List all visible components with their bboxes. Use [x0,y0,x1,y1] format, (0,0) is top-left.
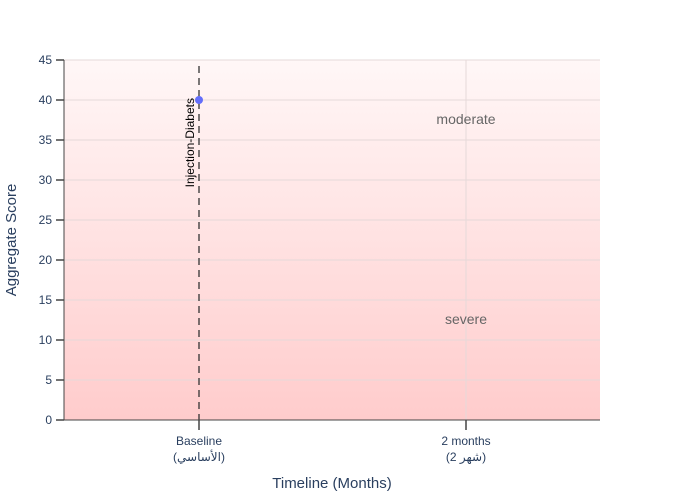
y-tick-label: 20 [39,253,53,267]
y-tick-label: 35 [39,133,53,147]
data-points [195,96,203,104]
annotation-label: moderate [436,111,495,127]
annotation-label-vertical: Injection-Diabets [183,98,197,187]
axes-layer [56,59,600,430]
data-point [195,96,203,104]
y-tick-label: 10 [39,333,53,347]
annotation-label: severe [445,311,487,327]
y-tick-label: 0 [45,413,52,427]
grid-layer [64,59,600,381]
x-tick-label-line: Baseline [176,434,222,448]
x-tick-label-line: (شهر 2) [446,450,486,465]
x-axis-title: Timeline (Months) [272,475,391,492]
y-tick-label: 15 [39,293,53,307]
x-tick-label: 2 months (شهر 2) [441,434,490,465]
x-tick-label-line: (الأساسي) [173,449,225,464]
x-tick-labels: Baseline (الأساسي) 2 months (شهر 2) [173,434,491,465]
y-tick-label: 5 [45,373,52,387]
y-tick-label: 30 [39,173,53,187]
x-tick-label-line: 2 months [441,434,490,448]
y-axis-title: Aggregate Score [3,184,20,297]
y-tick-label: 25 [39,213,53,227]
annotations: Injection-Diabets moderate severe [183,98,496,327]
y-tick-labels: 0 5 10 15 20 25 30 35 40 45 [39,53,53,427]
x-tick-label: Baseline (الأساسي) [173,434,225,464]
plot-background [64,60,600,420]
y-tick-label: 45 [39,53,53,67]
y-tick-label: 40 [39,93,53,107]
